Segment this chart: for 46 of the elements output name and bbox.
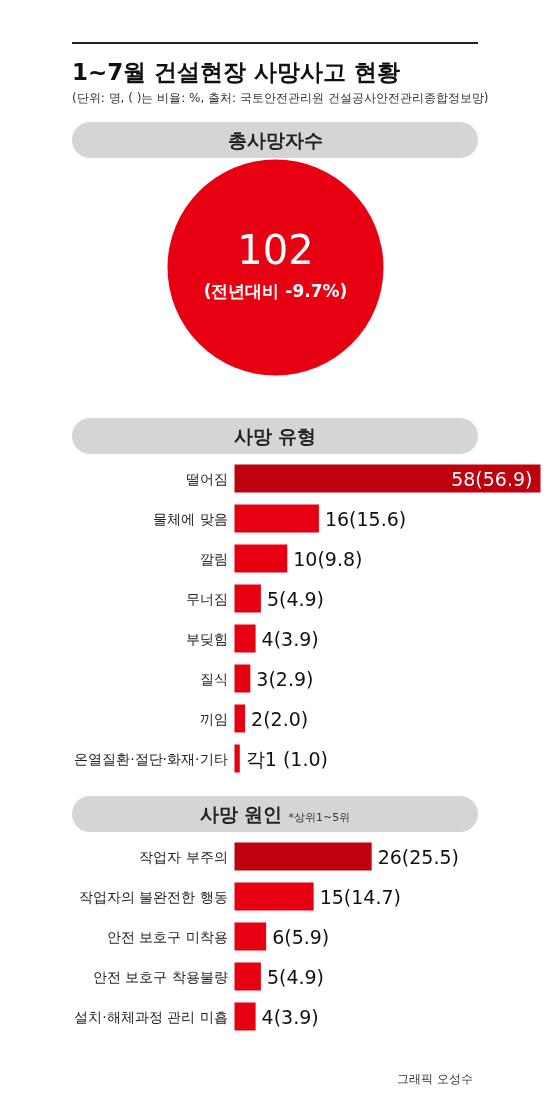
data-label: 3(2.9) [256,667,314,690]
bar [234,624,256,653]
bar [234,922,267,951]
y-tick-label: 무너짐 [185,590,228,607]
bar [234,504,319,533]
y-tick-label: 작업자의 불완전한 행동 [78,888,228,905]
data-label: 16(15.6) [324,507,407,530]
chart-subtitle: *상위1~5위 [288,811,351,824]
y-tick-label: 끼임 [199,710,228,727]
y-tick-label: 안전 보호구 미착용 [106,928,228,945]
y-tick-label: 온열질환·절단·화재·기타 [74,750,228,767]
data-label: 4(3.9) [261,627,319,650]
bar [234,664,251,693]
bar [234,584,261,613]
text: 1~7월 건설현장 사망사고 현황 [72,58,401,86]
y-tick-label: 안전 보호구 착용불량 [92,968,228,985]
data-label: 58(56.9) [451,467,533,490]
bar [234,962,261,991]
data-label: 15(14.7) [319,885,401,908]
chart-title: 사망 원인 [199,803,283,825]
y-tick-label: 물체에 맞음 [153,510,228,527]
y-tick-label: 작업자 부주의 [139,848,228,865]
data-label: 4(3.9) [261,1005,319,1028]
data-label: 5(4.9) [266,965,325,988]
data-label: 2(2.0) [251,707,309,730]
text: (전년대비 -9.7%) [203,280,348,301]
bar [234,882,314,911]
bar [234,704,246,733]
y-tick-label: 깔림 [199,550,228,567]
data-label: 6(5.9) [272,925,330,948]
data-label: 26(25.5) [377,845,459,868]
text: 102 [237,226,314,273]
data-label: 각1 (1.0) [245,747,328,770]
text: 그래픽 오성수 [396,1071,473,1086]
text: (단위: 명, ( )는 비율: %, 출처: 국토안전관리원 건설공사안전관리종합정보망) [72,90,489,106]
y-tick-label: 떨어짐 [185,470,228,487]
data-label: 10(9.8) [293,547,363,570]
bar [234,1002,256,1031]
y-tick-label: 질식 [199,670,228,687]
bar [234,464,541,493]
y-tick-label: 설치·해체과정 관리 미흡 [74,1008,228,1025]
bar [234,842,372,871]
bar [234,744,240,773]
y-tick-label: 부딪힘 [185,630,228,647]
bar [234,544,288,573]
data-label: 5(4.9) [266,587,325,610]
